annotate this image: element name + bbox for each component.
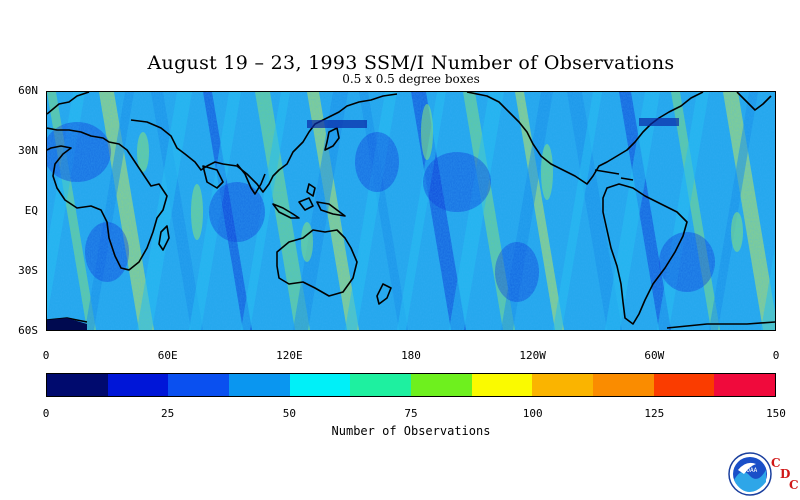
colorbar-tick-label: 75: [404, 407, 418, 420]
colorbar-tick-label: 125: [644, 407, 665, 420]
colorbar-tick-label: 150: [766, 407, 786, 420]
map-canvas: [47, 92, 775, 330]
arabia-coast: [202, 165, 224, 189]
colorbar-segment: [714, 374, 776, 396]
colorbar-segment: [411, 374, 472, 396]
noaa-logo-icon: NOAA: [728, 452, 772, 496]
greenland-coast: [736, 92, 772, 111]
chart-title: August 19 – 23, 1993 SSM/I Number of Obs…: [147, 52, 675, 74]
lon-label: 120E: [276, 349, 303, 362]
australia-coast: [276, 229, 358, 297]
madagascar-coast: [158, 225, 170, 251]
asia-coast: [130, 93, 398, 193]
colorbar-segment: [350, 374, 412, 396]
chart-subtitle: 0.5 x 0.5 degree boxes: [342, 72, 480, 86]
colorbar-tick-label: 0: [42, 407, 50, 420]
caribbean-coast: [594, 169, 634, 181]
colorbar-label: Number of Observations: [331, 424, 491, 438]
colorbar-segment: [229, 374, 290, 396]
colorbar-segment: [168, 374, 230, 396]
indonesia-coast: [272, 183, 346, 219]
logo-text: NOAA: [743, 467, 758, 474]
swath-gap-1: [307, 120, 367, 128]
africa-coast: [47, 92, 168, 271]
lon-label: 60E: [157, 349, 178, 362]
colorbar-segment: [289, 374, 351, 396]
cdc-letter-3: C: [789, 478, 799, 492]
lon-label: 180: [401, 349, 421, 362]
lon-label: 0: [772, 349, 780, 362]
lat-label: 60N: [18, 84, 38, 97]
south-america-coast: [602, 183, 688, 325]
lat-label: 60S: [18, 324, 38, 337]
colorbar-segment: [593, 374, 654, 396]
lon-label: 120W: [519, 349, 546, 362]
colorbar-segment: [107, 374, 169, 396]
cdc-letter-1: C: [771, 456, 781, 470]
colorbar: [46, 373, 776, 397]
colorbar-segment: [471, 374, 533, 396]
antarctica-fill: [47, 318, 87, 330]
colorbar-tick-label: 50: [282, 407, 296, 420]
observation-noise: [47, 92, 775, 330]
lat-label: 30N: [18, 144, 38, 157]
lon-label: 0: [42, 349, 50, 362]
colorbar-tick-label: 25: [161, 407, 175, 420]
lon-label: 60W: [644, 349, 665, 362]
new-zealand-coast: [376, 283, 392, 305]
colorbar-segment: [653, 374, 715, 396]
colorbar-segment: [532, 374, 594, 396]
colorbar-segment: [47, 374, 108, 396]
swath-gap-2: [639, 118, 679, 126]
india-coast: [236, 163, 266, 195]
map-panel: [46, 91, 776, 331]
cdc-letter-2: D: [780, 467, 791, 481]
lat-label: 30S: [18, 264, 38, 277]
lat-label: EQ: [24, 204, 38, 217]
colorbar-tick-label: 100: [522, 407, 543, 420]
